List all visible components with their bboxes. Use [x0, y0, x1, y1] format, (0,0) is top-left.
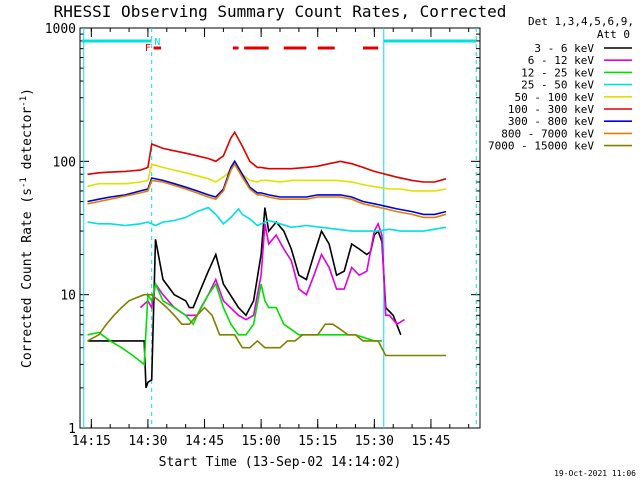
series-line-5 — [87, 159, 447, 192]
y-axis-label: Corrected Count Rate (s-1 detector-1) — [19, 88, 35, 368]
generated-timestamp: 19-Oct-2021 11:06 — [554, 469, 636, 478]
chart-title: RHESSI Observing Summary Count Rates, Co… — [54, 2, 507, 21]
x-tick-label: 15:45 — [411, 434, 450, 449]
y-axis-label-sup2: -1 — [19, 96, 29, 107]
legend-label-4: 25 - 50 keV — [521, 79, 594, 92]
legend-header-1: Det 1,3,4,5,6,9, — [528, 15, 634, 28]
flare-flag-label: F — [145, 43, 151, 54]
y-axis-label-sup1: -1 — [19, 177, 29, 188]
y-axis-label-main: Corrected Count Rate (s — [20, 188, 35, 368]
x-axis-label: Start Time (13-Sep-02 14:14:02) — [159, 455, 402, 470]
legend-label-6: 100 - 300 keV — [508, 103, 594, 116]
x-tick-label: 15:00 — [242, 434, 281, 449]
y-tick-label: 10 — [60, 289, 76, 304]
series-line-1 — [87, 207, 402, 389]
y-tick-label: 100 — [53, 155, 76, 170]
y-tick-label: 1000 — [45, 22, 76, 37]
y-axis-label-mid: detector — [20, 107, 35, 178]
legend-label-3: 12 - 25 keV — [521, 66, 594, 79]
x-tick-label: 15:30 — [355, 434, 394, 449]
series-line-2 — [139, 221, 405, 326]
legend-label-7: 300 - 800 keV — [508, 115, 594, 128]
plot-frame — [79, 27, 481, 429]
x-tick-label: 14:15 — [72, 434, 111, 449]
legend-label-2: 6 - 12 keV — [528, 54, 595, 67]
series-line-8 — [87, 162, 447, 219]
series-line-3 — [87, 281, 382, 366]
state-indicators: FN — [81, 28, 477, 428]
legend-label-8: 800 - 7000 keV — [501, 127, 594, 140]
x-axis: 14:15 14:30 14:45 15:00 15:15 15:30 15:45 — [72, 28, 470, 449]
x-tick-label: 14:45 — [185, 434, 224, 449]
x-tick-label: 15:15 — [298, 434, 337, 449]
y-tick-label: 1 — [68, 422, 76, 437]
series-line-6 — [87, 130, 447, 183]
y-axis-label-end: ) — [20, 88, 35, 96]
series-line-9 — [87, 293, 446, 357]
series-line-4 — [87, 206, 447, 232]
legend-label-9: 7000 - 15000 keV — [488, 140, 594, 153]
series-layer — [87, 130, 447, 389]
legend-header-2: Att 0 — [597, 28, 630, 41]
x-tick-label: 14:30 — [128, 434, 167, 449]
plot-area-border — [79, 27, 481, 429]
legend-label-1: 3 - 6 keV — [534, 42, 594, 55]
legend-label-5: 50 - 100 keV — [515, 91, 595, 104]
saa-flag-label: N — [154, 37, 160, 48]
